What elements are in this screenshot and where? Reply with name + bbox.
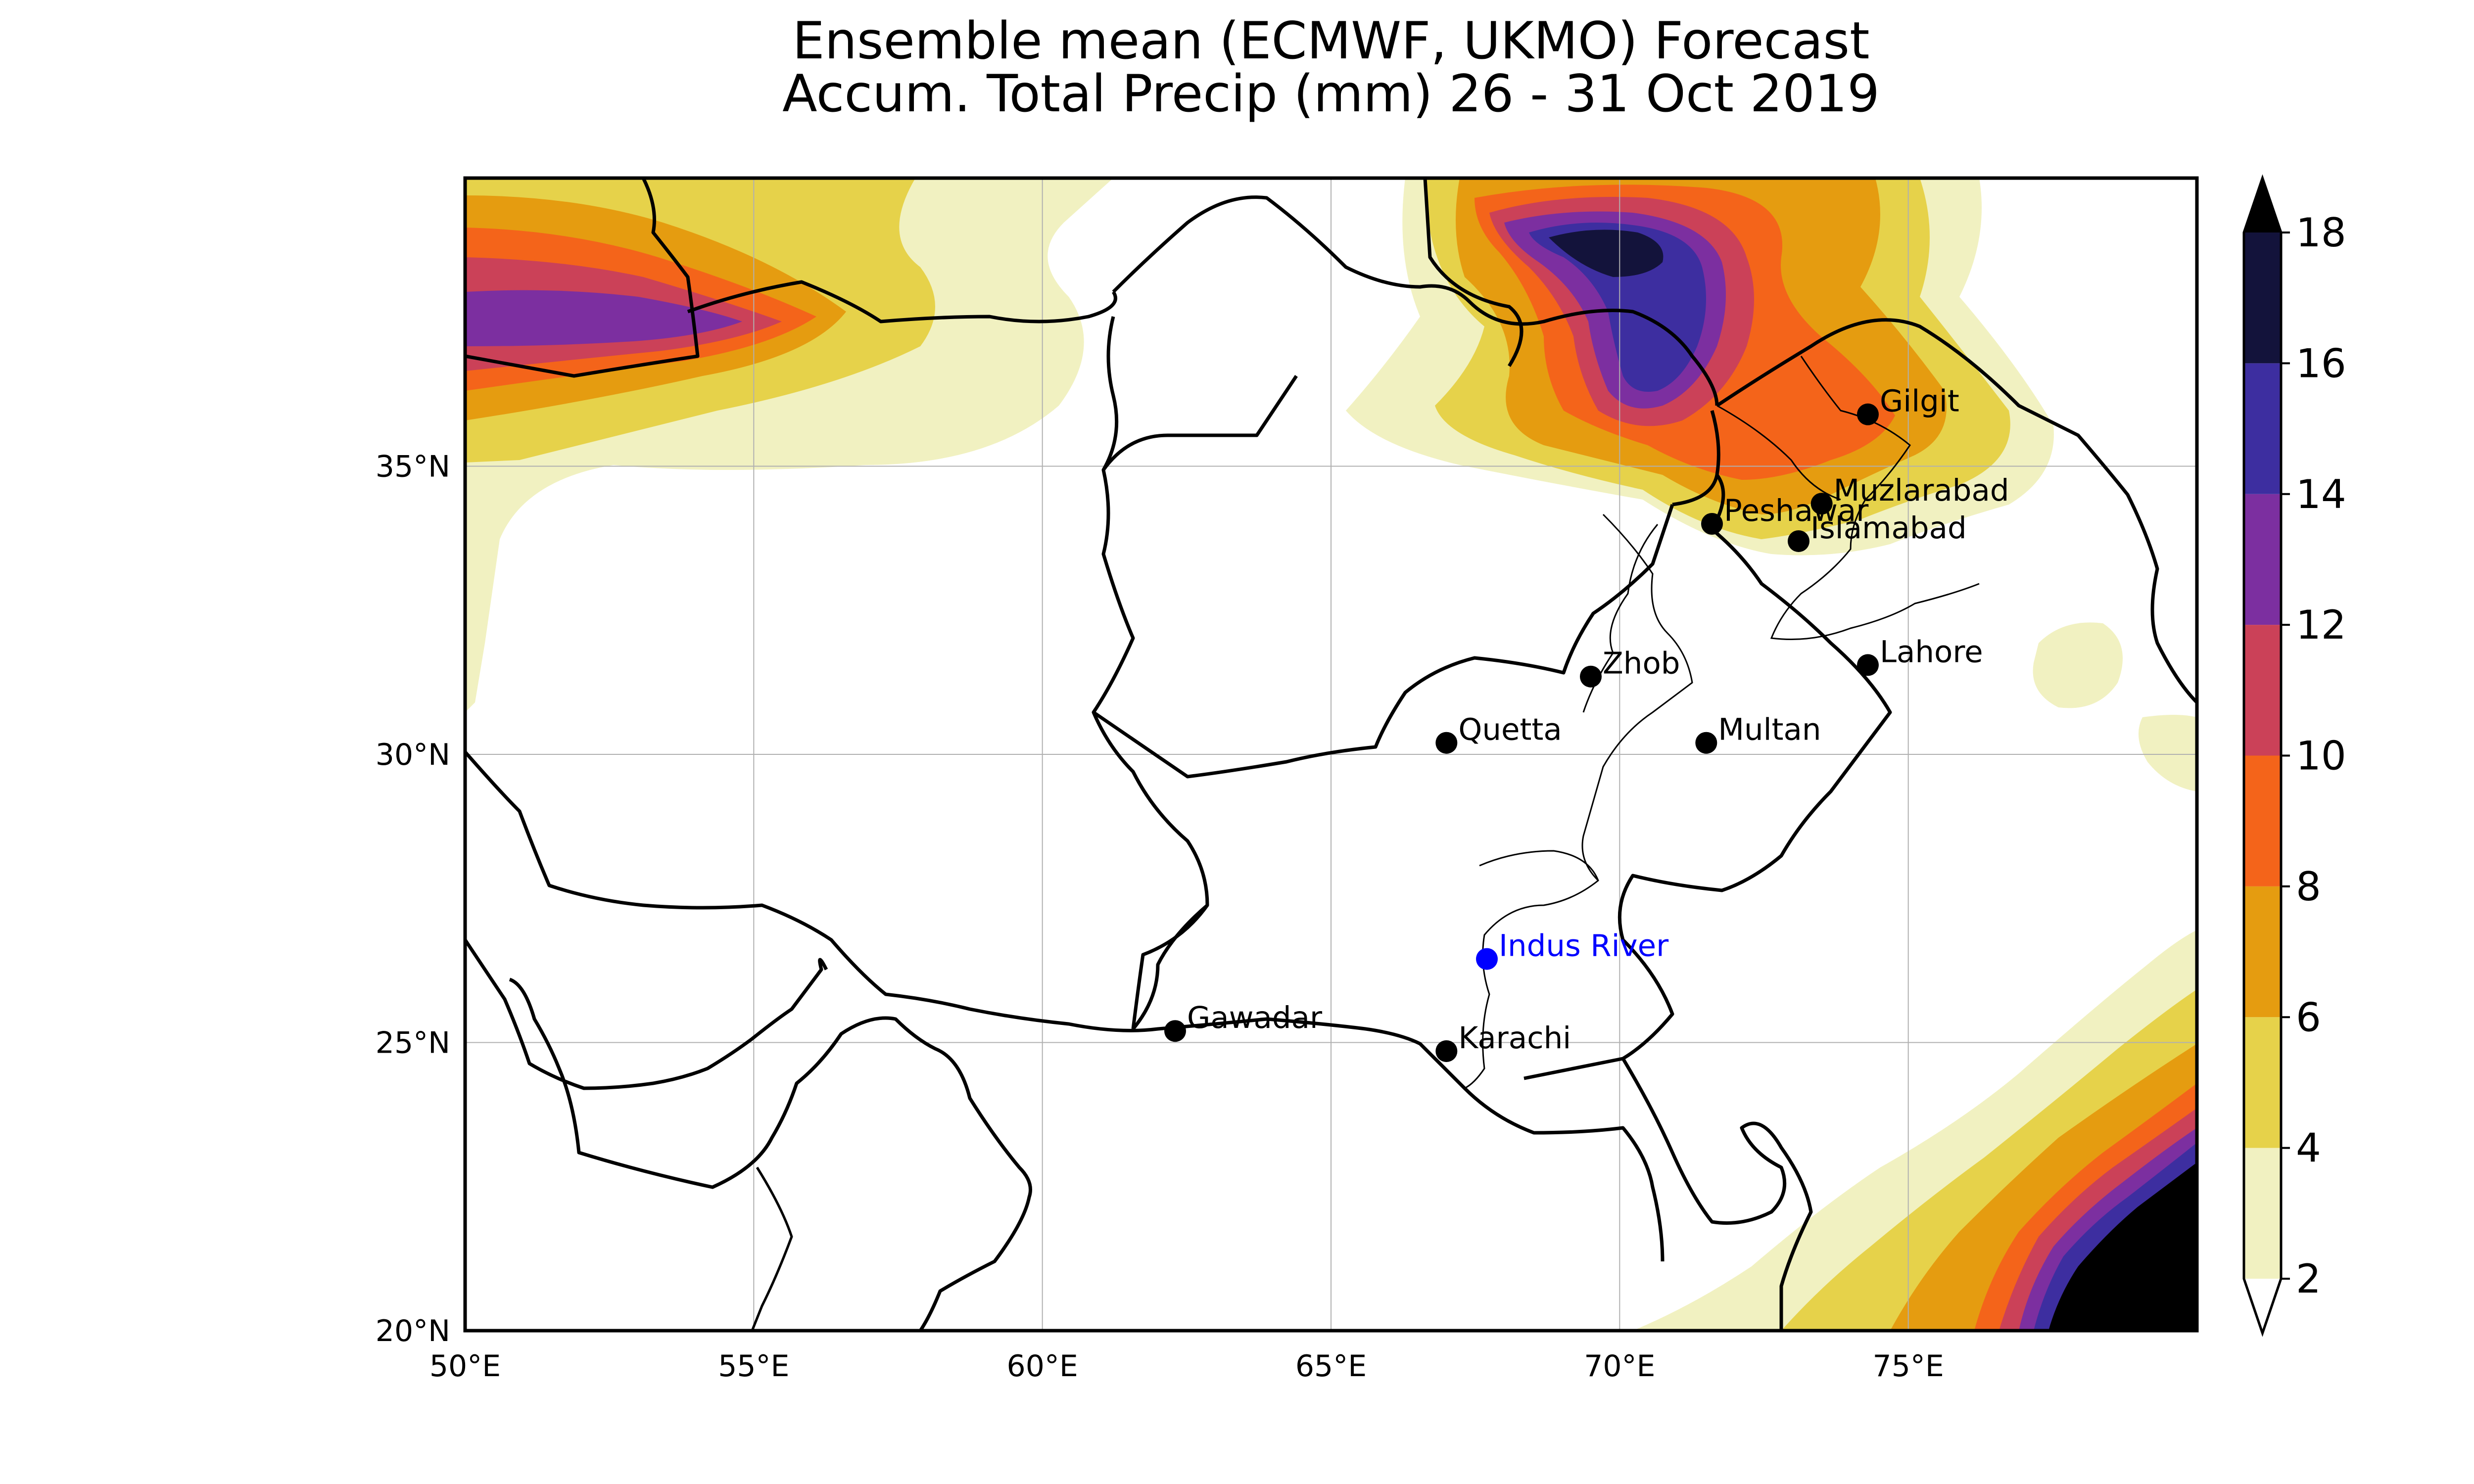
title-line-1: Ensemble mean (ECMWF, UKMO) Forecast bbox=[793, 11, 1870, 71]
colorbar-segment bbox=[2244, 232, 2281, 364]
city-label: Quetta bbox=[1458, 712, 1562, 747]
precip-contour-14-16 bbox=[1529, 223, 1706, 392]
colorbar: 2 4 6 8 10 12 14 16 18 bbox=[2242, 174, 2346, 1337]
city-marker bbox=[1435, 1040, 1458, 1062]
oman-peninsula-coast bbox=[509, 977, 1032, 1331]
precip-contour-16-18 bbox=[1549, 230, 1664, 277]
afghanistan-iran-border bbox=[1092, 316, 1209, 1030]
afghanistan-west-border bbox=[1102, 375, 1298, 471]
colorbar-label: 4 bbox=[2296, 1125, 2321, 1171]
city-label: Zhob bbox=[1603, 646, 1680, 681]
lat-tick-label: 20°N bbox=[376, 1314, 450, 1348]
lat-tick-label: 25°N bbox=[376, 1026, 450, 1061]
city-label: Islamabad bbox=[1810, 510, 1967, 546]
lon-tick-label: 65°E bbox=[1295, 1349, 1367, 1384]
precip-blob-northwest bbox=[465, 178, 1113, 712]
lon-tick-label: 60°E bbox=[1007, 1349, 1078, 1384]
persian-gulf-coast bbox=[465, 939, 828, 1090]
city-marker bbox=[1580, 665, 1602, 688]
lon-tick-label: 75°E bbox=[1873, 1349, 1944, 1384]
kashmir-boundary bbox=[1770, 356, 1980, 640]
lon-tick-label: 55°E bbox=[718, 1349, 789, 1384]
precip-patch-edge bbox=[2139, 715, 2197, 791]
lon-tick-label: 50°E bbox=[429, 1349, 501, 1384]
map-frame bbox=[463, 176, 2199, 1333]
latitude-tick-labels: 20°N 25°N 30°N 35°N bbox=[376, 450, 450, 1349]
coastlines-and-borders bbox=[465, 178, 2197, 1331]
city-label: Gawadar bbox=[1187, 1000, 1323, 1035]
gb-inner-boundary bbox=[1716, 405, 1841, 501]
kpk-punjab-boundary bbox=[1581, 513, 1693, 881]
longitude-tick-labels: 50°E 55°E 60°E 65°E 70°E 75°E bbox=[429, 1349, 1944, 1384]
city-marker bbox=[1164, 1020, 1186, 1042]
caspian-coastline bbox=[465, 178, 700, 378]
city-label: Lahore bbox=[1880, 634, 1983, 669]
city-marker bbox=[1695, 732, 1717, 754]
lon-tick-label: 70°E bbox=[1584, 1349, 1655, 1384]
gridlines bbox=[465, 178, 2197, 1331]
iran-pakistan-border bbox=[1131, 904, 1209, 1029]
arabia-inland-border bbox=[751, 1166, 793, 1331]
city-label: Muzlarabad bbox=[1834, 473, 2009, 508]
city-label: Karachi bbox=[1458, 1020, 1571, 1056]
colorbar-segment bbox=[2244, 886, 2281, 1018]
city-label: Gilgit bbox=[1880, 384, 1959, 419]
city-marker bbox=[1701, 513, 1723, 535]
colorbar-label: 12 bbox=[2296, 602, 2346, 648]
colorbar-label: 10 bbox=[2296, 733, 2346, 779]
colorbar-segment bbox=[2244, 494, 2281, 625]
city-marker bbox=[1788, 530, 1809, 552]
colorbar-label: 14 bbox=[2296, 471, 2346, 517]
lat-tick-label: 30°N bbox=[376, 738, 450, 772]
title-line-2: Accum. Total Precip (mm) 26 - 31 Oct 201… bbox=[782, 64, 1880, 124]
india-gujarat-coast bbox=[1621, 1058, 1813, 1331]
colorbar-segment bbox=[2244, 755, 2281, 886]
balochistan-sindh-boundary bbox=[1464, 850, 1599, 1089]
precip-patches-east bbox=[2033, 622, 2197, 791]
colorbar-segment bbox=[2244, 363, 2281, 494]
colorbar-segment bbox=[2244, 625, 2281, 756]
colorbar-label: 16 bbox=[2296, 340, 2346, 386]
city-label: Peshawar bbox=[1724, 493, 1869, 528]
colorbar-extend-min bbox=[2244, 1279, 2281, 1333]
colorbar-segment bbox=[2244, 1017, 2281, 1148]
city-marker bbox=[1435, 732, 1458, 754]
colorbar-segment bbox=[2244, 1148, 2281, 1279]
tajik-north-border bbox=[1423, 178, 1523, 367]
afghanistan-north-border bbox=[1112, 195, 1719, 406]
river-label: Indus River bbox=[1499, 928, 1669, 964]
lat-tick-label: 35°N bbox=[376, 450, 450, 484]
city-label: Multan bbox=[1718, 712, 1821, 747]
precip-patch-lahore-east bbox=[2033, 622, 2123, 708]
city-marker bbox=[1857, 403, 1879, 425]
colorbar-label: 2 bbox=[2296, 1256, 2321, 1302]
city-marker bbox=[1810, 493, 1833, 515]
colorbar-label: 6 bbox=[2296, 994, 2321, 1040]
precip-contour-12-14 bbox=[465, 290, 742, 346]
colorbar-label: 18 bbox=[2296, 210, 2346, 256]
arabian-sea-coast-north bbox=[465, 750, 1665, 1262]
precip-blob-southeast bbox=[1633, 930, 2197, 1331]
colorbar-label: 8 bbox=[2296, 864, 2321, 910]
turkmenistan-iran-border bbox=[687, 280, 1117, 324]
precip-contour-over-18 bbox=[2048, 1162, 2197, 1331]
china-border bbox=[1716, 318, 2197, 704]
pakistan-india-border bbox=[1523, 473, 1892, 1080]
colorbar-extend-max bbox=[2244, 178, 2281, 232]
river-marker bbox=[1476, 948, 1498, 970]
city-marker bbox=[1857, 654, 1879, 676]
